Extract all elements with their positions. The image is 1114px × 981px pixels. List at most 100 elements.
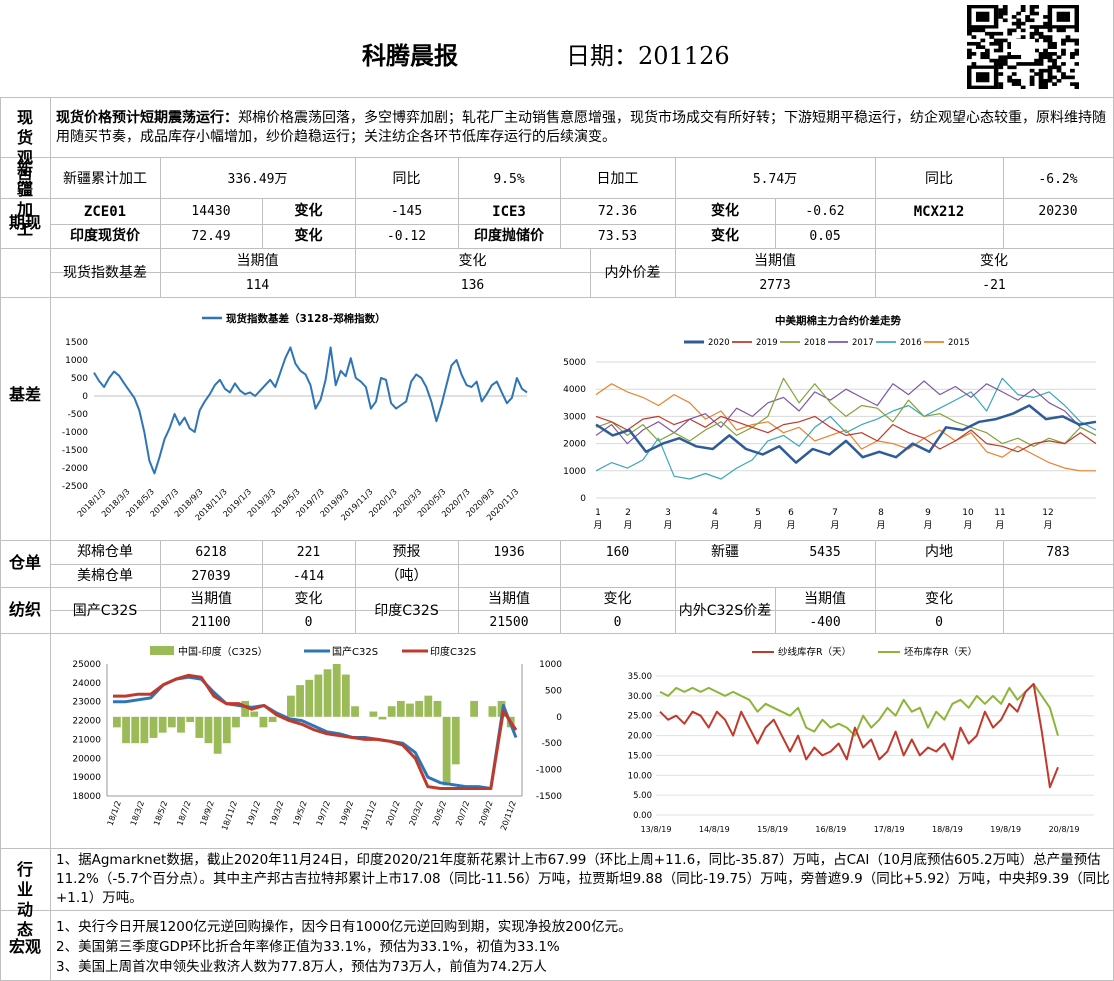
y-tick-label: 25.00 xyxy=(628,712,652,722)
c32s-diff-label: 内外C32S价差 xyxy=(678,603,772,619)
qr-module xyxy=(998,72,1004,76)
qr-module xyxy=(971,35,977,39)
qr-module xyxy=(971,62,977,66)
x-tick-label: 11 xyxy=(994,508,1005,518)
qr-module xyxy=(1002,11,1008,16)
y-tick-label: 25000 xyxy=(72,660,101,670)
series-line xyxy=(93,346,528,475)
bar xyxy=(305,679,314,717)
x-tick-label: 1 xyxy=(595,508,601,518)
qr-module xyxy=(1034,62,1039,66)
section-xinjiang: 新疆加工 xyxy=(16,160,33,239)
qr-module xyxy=(1043,55,1048,60)
qr-module xyxy=(1056,55,1062,60)
y2-tick-label: 1000 xyxy=(539,660,562,670)
x-tick-label: 20/5/2 xyxy=(431,800,448,827)
qr-finder xyxy=(975,11,990,22)
bar xyxy=(232,716,240,728)
bar xyxy=(296,685,304,717)
legend-label: 现货指数基差（3128-郑棉指数） xyxy=(226,312,386,325)
forecast-value: 1936 xyxy=(493,545,525,560)
industry-text: 1、据Agmarknet数据，截止2020年11月24日，印度2020/21年度… xyxy=(56,852,1110,906)
qr-module xyxy=(1016,62,1022,66)
warehouse-unit: （吨） xyxy=(385,568,428,584)
qr-module xyxy=(998,11,1004,16)
qr-module xyxy=(1029,8,1035,13)
bar xyxy=(195,716,204,738)
qr-module xyxy=(993,38,999,43)
qr-module xyxy=(975,45,981,49)
qr-module xyxy=(1052,41,1057,46)
qr-module xyxy=(1043,82,1048,86)
qr-code-icon xyxy=(967,5,1080,90)
qr-module xyxy=(1043,25,1048,29)
india-spot-change-label: 变化 xyxy=(294,228,323,244)
x-tick-label: 20/7/2 xyxy=(454,800,471,827)
legend-swatch xyxy=(150,646,174,655)
qr-module xyxy=(1043,52,1048,56)
qr-logo xyxy=(1011,39,1035,55)
qr-module xyxy=(1029,11,1035,16)
bar xyxy=(396,700,405,717)
qr-module xyxy=(1007,41,1013,46)
qr-module xyxy=(1011,72,1017,76)
qr-module xyxy=(984,52,990,56)
qr-module xyxy=(1043,78,1048,83)
report-title: 科腾晨报 xyxy=(362,41,458,70)
cn-c32s-chg-header: 变化 xyxy=(294,591,323,607)
qr-module xyxy=(1065,38,1071,43)
report-header: 科腾晨报 日期：201126 xyxy=(0,0,1114,97)
y-tick-label: -2000 xyxy=(62,464,88,474)
qr-module xyxy=(967,52,972,56)
qr-module xyxy=(1047,38,1053,43)
bar xyxy=(268,716,277,723)
inland-receipt-label: 内地 xyxy=(925,544,953,560)
xinjiang-receipt-value: 5435 xyxy=(809,545,841,560)
qr-module xyxy=(1011,65,1017,70)
y2-tick-label: -1000 xyxy=(536,766,562,776)
x-tick-label: 19/8/19 xyxy=(990,825,1021,834)
legend-label: 2015 xyxy=(948,338,970,348)
qr-module xyxy=(1047,65,1053,70)
qr-module xyxy=(1016,11,1022,16)
x-tick-label: 18/7/2 xyxy=(175,800,192,827)
qr-module xyxy=(967,55,972,60)
y-tick-label: 21000 xyxy=(72,735,101,745)
x-tick-label: 月 xyxy=(623,520,632,531)
qr-module xyxy=(1029,68,1035,73)
c32s-diff-cur-header: 当期值 xyxy=(804,591,846,607)
qr-module xyxy=(1047,41,1053,46)
legend-label: 纱线库存R（天） xyxy=(778,646,851,658)
x-tick-label: 19/11/2 xyxy=(359,800,378,832)
x-tick-label: 18/1/2 xyxy=(106,800,123,827)
x-tick-label: 16/8/19 xyxy=(815,825,846,834)
qr-module xyxy=(1061,75,1066,80)
x-tick-label: 月 xyxy=(995,520,1004,531)
legend-label: 印度C32S xyxy=(430,645,476,658)
section-textile: 纺织 xyxy=(8,600,41,619)
zce01-change-label: 变化 xyxy=(294,203,323,219)
qr-module xyxy=(993,31,999,36)
zce01-label: ZCE01 xyxy=(83,204,127,220)
x-tick-label: 6 xyxy=(788,508,794,518)
series-line xyxy=(595,377,1097,447)
qr-module xyxy=(1007,52,1013,56)
y2-tick-label: -500 xyxy=(542,739,563,749)
bar xyxy=(351,706,359,717)
bar xyxy=(250,711,259,717)
qr-module xyxy=(975,28,981,33)
bar xyxy=(131,716,140,744)
qr-module xyxy=(1025,15,1031,19)
qr-module xyxy=(1074,48,1080,53)
qr-module xyxy=(1034,5,1039,9)
qr-module xyxy=(1038,68,1044,73)
qr-module xyxy=(971,28,977,33)
bar xyxy=(287,695,295,717)
y-tick-label: 4000 xyxy=(563,385,586,395)
qr-module xyxy=(1002,18,1008,23)
qr-module xyxy=(1029,62,1035,66)
section-industry: 行业动态 xyxy=(16,860,33,939)
y-tick-label: 35.00 xyxy=(628,672,652,682)
bar xyxy=(451,716,460,765)
qr-module xyxy=(1016,82,1022,86)
